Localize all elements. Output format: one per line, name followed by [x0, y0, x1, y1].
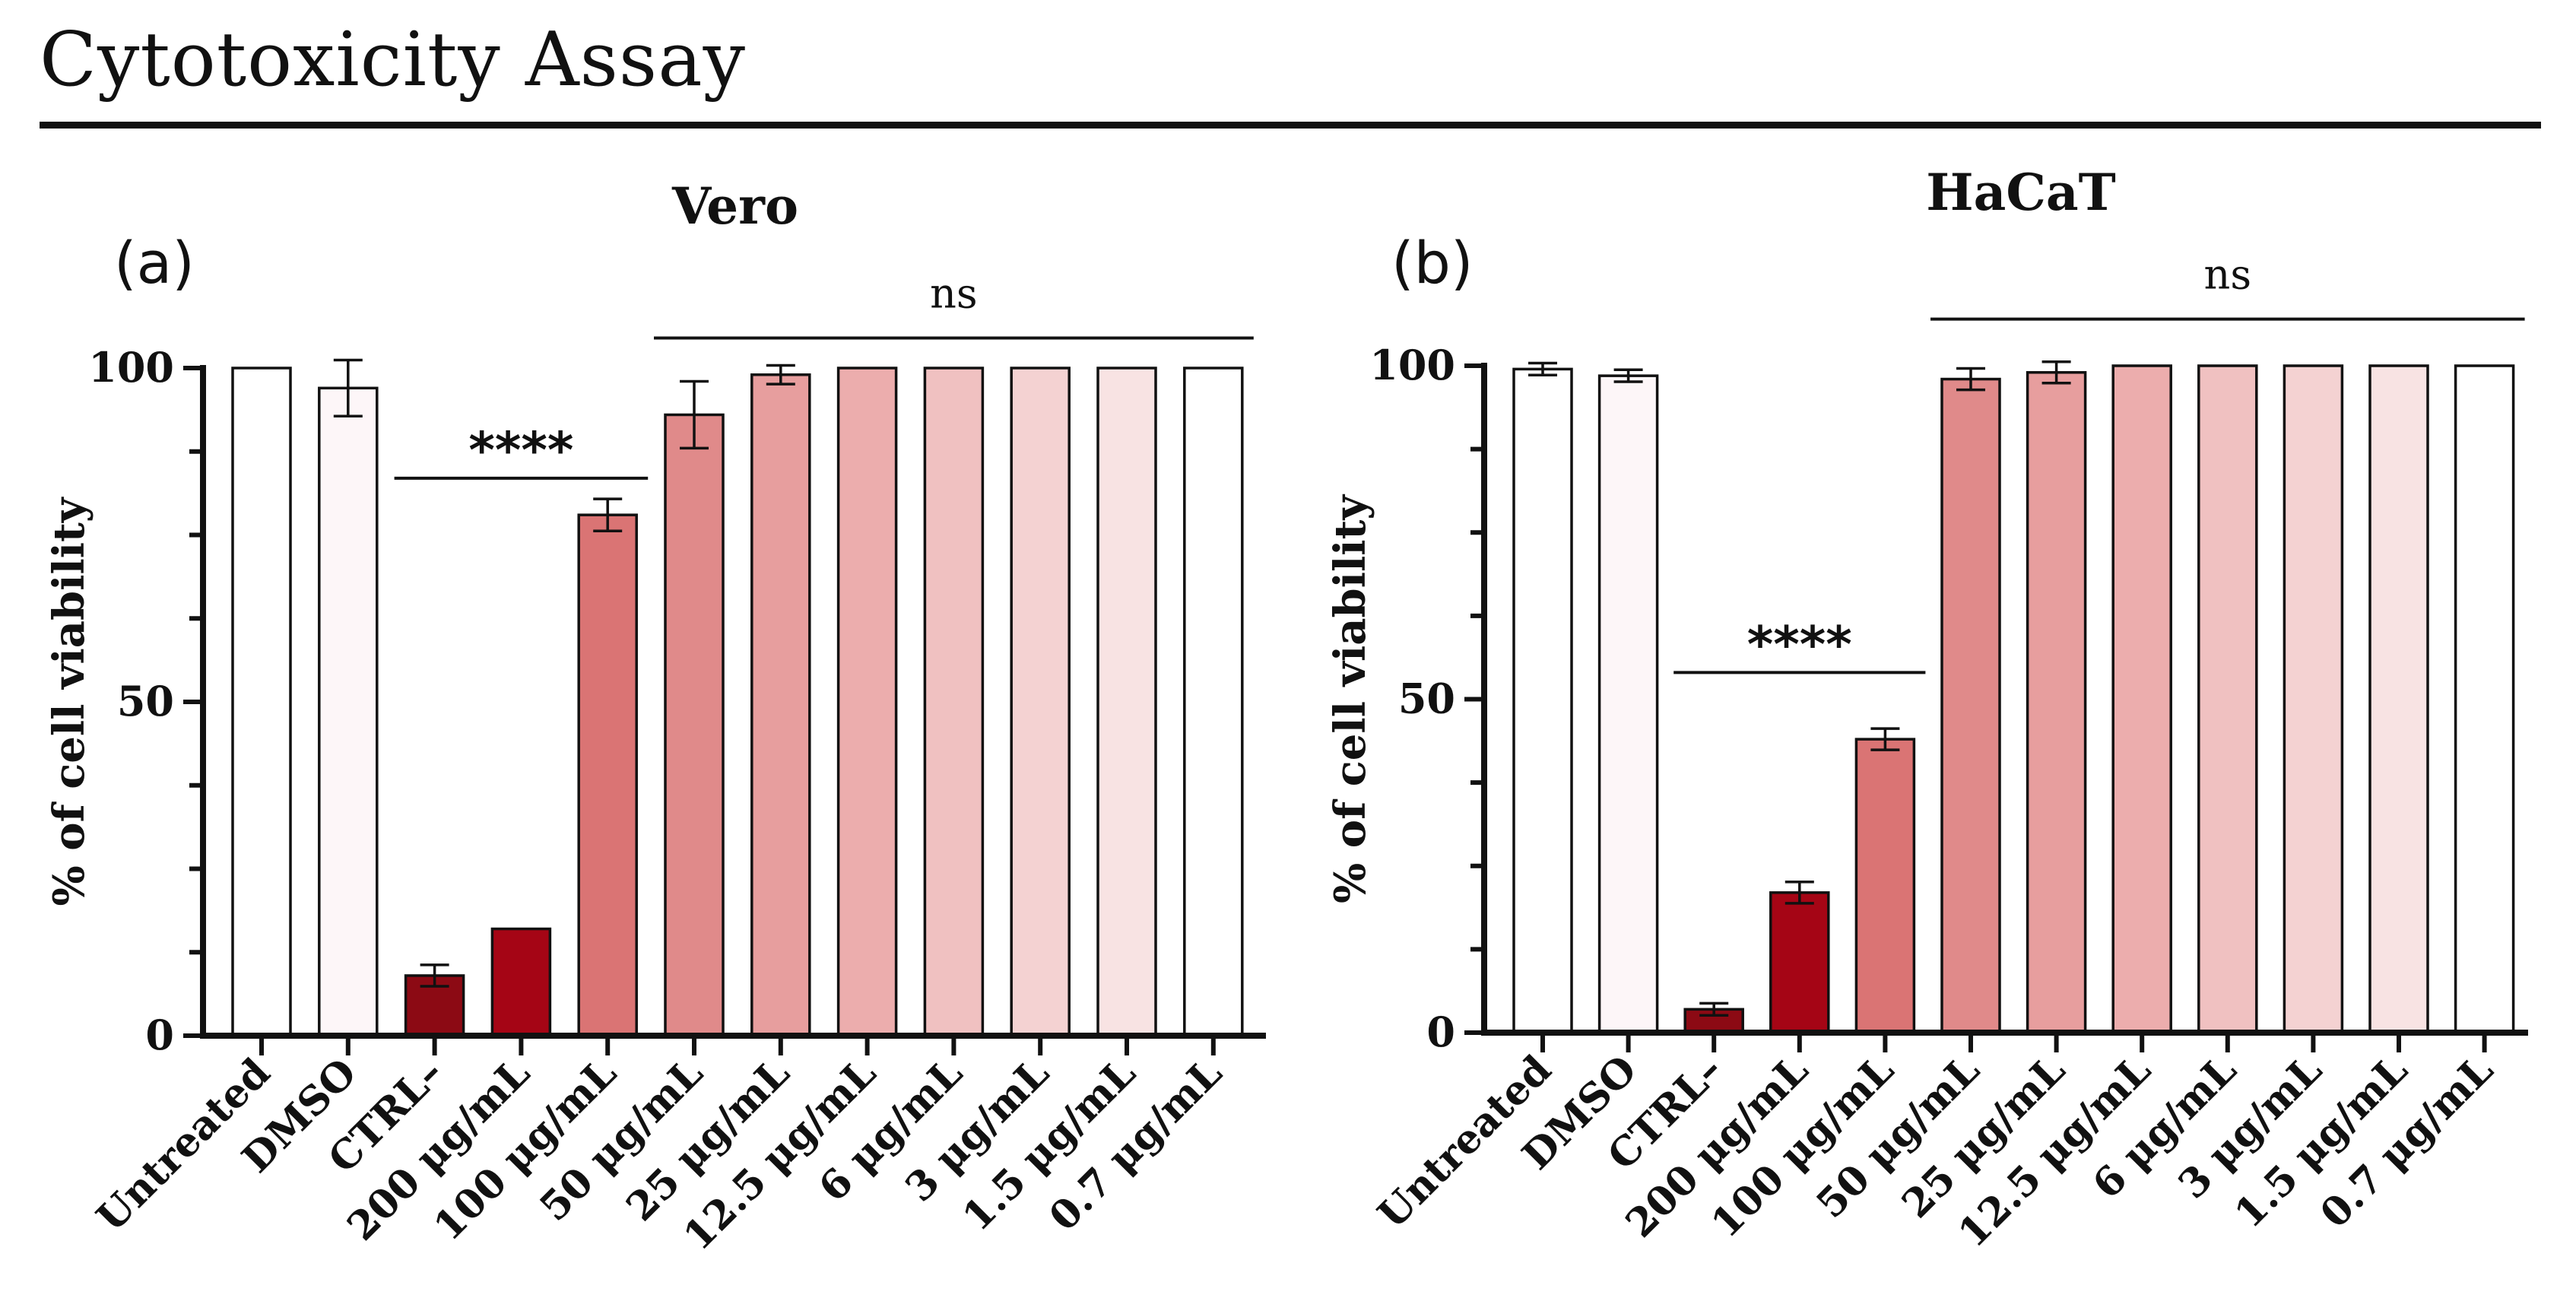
- bar-6-ug-ml: [2197, 364, 2258, 1034]
- ns-label: ns: [930, 269, 978, 317]
- bar-50-ug-ml: [664, 413, 725, 1037]
- y-tick-label: 0: [1426, 1008, 1455, 1056]
- bar-6-ug-ml: [923, 367, 985, 1037]
- bar-0-7-ug-ml: [1183, 367, 1244, 1037]
- bar-100-ug-ml: [1854, 738, 1916, 1034]
- significance-label: ****: [468, 421, 573, 480]
- bar-dmso: [1597, 374, 1659, 1034]
- chart-panel-hacat: HaCaT(b)% of cell viability050100Untreat…: [1325, 163, 2528, 1256]
- panel-label: (b): [1391, 229, 1474, 297]
- bar-3-ug-ml: [1010, 367, 1071, 1037]
- y-axis-label: % of cell viability: [1325, 494, 1375, 903]
- bar-dmso: [318, 386, 379, 1037]
- y-tick-label: 0: [145, 1011, 174, 1059]
- bar-100-ug-ml: [577, 513, 638, 1037]
- bar-3-ug-ml: [2283, 364, 2344, 1034]
- bar-25-ug-ml: [750, 373, 811, 1037]
- significance-label: ****: [1747, 615, 1852, 674]
- y-tick-label: 50: [117, 677, 174, 725]
- y-axis-label: % of cell viability: [44, 497, 94, 906]
- figure-title: Cytotoxicity Assay: [40, 17, 746, 103]
- bar-1-5-ug-ml: [2368, 364, 2429, 1034]
- bar-1-5-ug-ml: [1096, 367, 1157, 1037]
- bar-12-5-ug-ml: [836, 367, 898, 1037]
- panel-label: (a): [114, 229, 195, 297]
- bar-0-7-ug-ml: [2454, 364, 2515, 1034]
- bar-12-5-ug-ml: [2111, 364, 2172, 1034]
- bar-untreated: [1512, 367, 1573, 1034]
- bar-200-ug-ml: [490, 927, 552, 1037]
- bar-50-ug-ml: [1940, 377, 2001, 1034]
- ns-label: ns: [2204, 251, 2252, 299]
- panel-title: HaCaT: [1926, 163, 2116, 222]
- chart-panel-vero: Vero(a)% of cell viability050100Untreate…: [44, 176, 1266, 1259]
- title-divider: [40, 122, 2541, 129]
- y-tick-label: 50: [1398, 674, 1455, 723]
- bar-untreated: [231, 367, 292, 1037]
- y-tick-label: 100: [1369, 341, 1455, 389]
- bar-200-ug-ml: [1769, 891, 1830, 1034]
- bar-25-ug-ml: [2026, 371, 2087, 1034]
- panel-title: Vero: [671, 176, 798, 236]
- y-tick-label: 100: [88, 343, 174, 392]
